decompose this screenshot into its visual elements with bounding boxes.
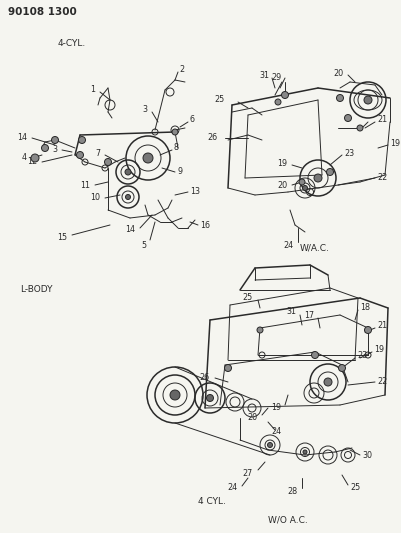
Circle shape <box>170 390 180 400</box>
Circle shape <box>172 129 178 135</box>
Circle shape <box>143 153 153 163</box>
Circle shape <box>299 179 305 185</box>
Text: 22: 22 <box>377 173 387 182</box>
Circle shape <box>314 174 322 182</box>
Circle shape <box>125 169 131 175</box>
Text: 13: 13 <box>190 187 200 196</box>
Circle shape <box>225 365 231 372</box>
Circle shape <box>326 168 334 175</box>
Text: 18: 18 <box>360 303 370 312</box>
Text: 5: 5 <box>142 240 147 249</box>
Text: 26: 26 <box>200 373 210 382</box>
Text: L-BODY: L-BODY <box>20 286 53 295</box>
Text: 25: 25 <box>350 482 360 491</box>
Circle shape <box>105 158 111 166</box>
Text: 16: 16 <box>200 221 210 230</box>
Text: 4-CYL.: 4-CYL. <box>58 38 86 47</box>
Text: W/A.C.: W/A.C. <box>300 244 330 253</box>
Circle shape <box>267 442 273 448</box>
Text: 11: 11 <box>80 181 90 190</box>
Circle shape <box>302 185 308 190</box>
Text: 9: 9 <box>177 167 182 176</box>
Text: 29: 29 <box>272 74 282 83</box>
Text: 6: 6 <box>190 116 195 125</box>
Text: 90108 1300: 90108 1300 <box>8 7 77 17</box>
Text: 19: 19 <box>374 345 384 354</box>
Text: 24: 24 <box>227 483 237 492</box>
Circle shape <box>336 94 344 101</box>
Text: 30: 30 <box>362 450 372 459</box>
Text: W/O A.C.: W/O A.C. <box>268 515 308 524</box>
Text: 31: 31 <box>286 308 296 317</box>
Text: 4: 4 <box>22 154 27 163</box>
Text: 19: 19 <box>271 402 281 411</box>
Circle shape <box>79 136 85 143</box>
Text: 14: 14 <box>17 133 27 141</box>
Text: 10: 10 <box>90 193 100 203</box>
Text: 25: 25 <box>243 293 253 302</box>
Text: 23: 23 <box>357 351 367 360</box>
Text: 14: 14 <box>125 225 135 235</box>
Text: 31: 31 <box>259 71 269 80</box>
Text: 1: 1 <box>90 85 95 94</box>
Text: 17: 17 <box>304 311 314 319</box>
Text: 20: 20 <box>247 413 257 422</box>
Circle shape <box>357 125 363 131</box>
Circle shape <box>257 327 263 333</box>
Text: 2: 2 <box>179 66 184 75</box>
Circle shape <box>77 151 83 158</box>
Text: 25: 25 <box>215 95 225 104</box>
Circle shape <box>207 394 213 401</box>
Circle shape <box>41 144 49 151</box>
Circle shape <box>344 115 352 122</box>
Circle shape <box>364 96 372 104</box>
Text: 7: 7 <box>95 149 100 157</box>
Text: 21: 21 <box>377 116 387 125</box>
Text: 8: 8 <box>174 143 179 152</box>
Circle shape <box>338 365 346 372</box>
Text: 3: 3 <box>142 106 147 115</box>
Text: 20: 20 <box>277 181 287 190</box>
Text: 19: 19 <box>277 158 287 167</box>
Text: 23: 23 <box>344 149 354 157</box>
Text: 20: 20 <box>333 69 343 77</box>
Text: 21: 21 <box>377 321 387 330</box>
Circle shape <box>303 450 307 454</box>
Circle shape <box>126 195 130 199</box>
Text: 15: 15 <box>57 232 67 241</box>
Text: 3: 3 <box>52 146 57 155</box>
Text: 24: 24 <box>271 427 281 437</box>
Circle shape <box>51 136 59 143</box>
Text: 27: 27 <box>243 469 253 478</box>
Text: 28: 28 <box>288 487 298 496</box>
Circle shape <box>365 327 371 334</box>
Text: 19: 19 <box>390 140 400 149</box>
Text: 4 CYL.: 4 CYL. <box>198 497 226 506</box>
Circle shape <box>312 351 318 359</box>
Circle shape <box>275 99 281 105</box>
Text: 12: 12 <box>27 157 37 166</box>
Text: 26: 26 <box>208 133 218 142</box>
Circle shape <box>282 92 288 99</box>
Circle shape <box>31 154 39 162</box>
Circle shape <box>324 378 332 386</box>
Text: 22: 22 <box>377 376 387 385</box>
Text: 24: 24 <box>283 240 293 249</box>
